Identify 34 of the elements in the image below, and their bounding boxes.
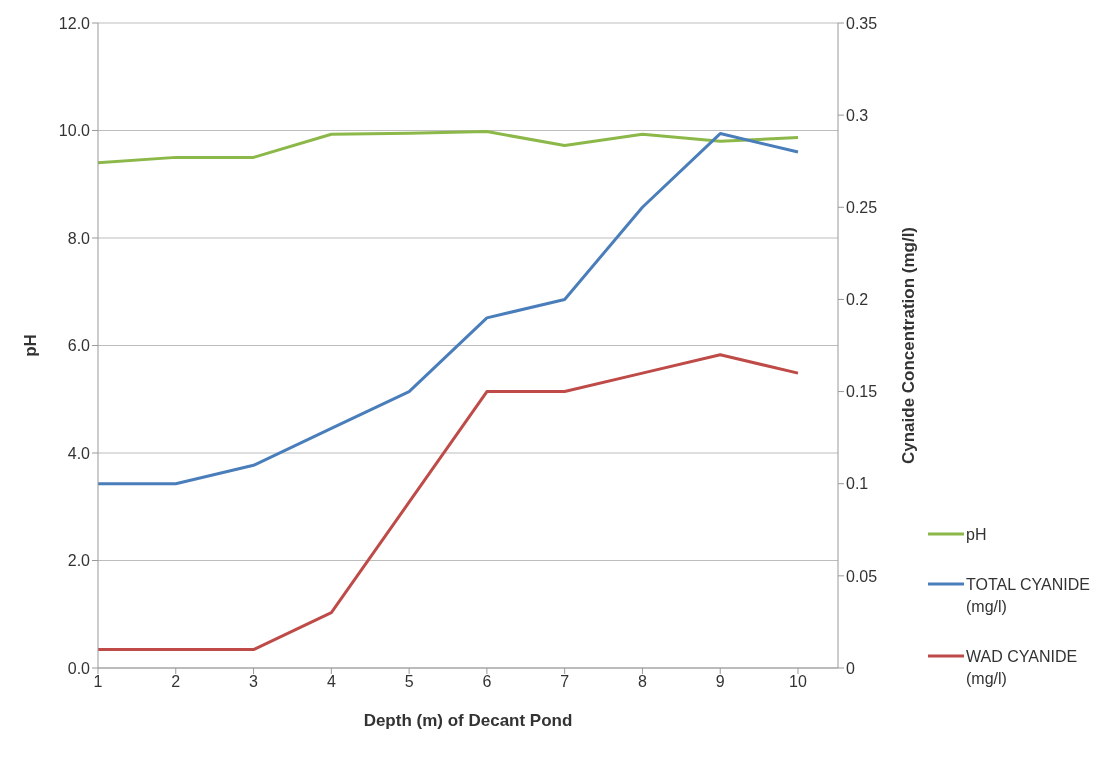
x-tick-label: 2	[171, 673, 181, 691]
y2-tick-label: 0.25	[846, 198, 878, 216]
x-tick-label: 10	[789, 673, 807, 691]
y-tick-label: 10.0	[58, 122, 91, 140]
y2-tick-label: 0.05	[846, 567, 878, 585]
y2-tick-label: 0.2	[846, 291, 869, 309]
y-tick-label: 0.0	[67, 659, 91, 677]
y-tick-label: 12.0	[58, 14, 91, 32]
x-tick-label: 6	[482, 673, 492, 691]
y2-tick-label: 0.35	[846, 14, 878, 32]
x-tick-label: 1	[93, 673, 103, 691]
y2-tick-label: 0	[846, 659, 855, 677]
x-tick-label: 3	[249, 673, 259, 691]
x-tick-label: 5	[404, 673, 414, 691]
y-axis-title: pH	[21, 334, 41, 357]
x-tick-label: 8	[637, 673, 647, 691]
y2-axis-title: Cynaide Concentration (mg/l)	[899, 226, 919, 465]
y-tick-label: 8.0	[67, 229, 91, 247]
line-series	[96, 353, 800, 652]
legend-label: TOTAL CYANIDE (mg/l)	[966, 575, 1091, 617]
y-tick-label: 6.0	[67, 337, 91, 355]
y-tick-label: 4.0	[67, 444, 91, 462]
y2-tick-label: 0.1	[846, 475, 869, 493]
y2-tick-label: 0.15	[846, 383, 878, 401]
y2-tick-label: 0.3	[846, 106, 869, 124]
line-series	[96, 130, 800, 165]
x-axis-title: Depth (m) of Decant Pond	[363, 711, 573, 730]
x-tick-label: 7	[560, 673, 570, 691]
x-tick-label: 9	[715, 673, 725, 691]
legend-label: pH	[966, 525, 987, 545]
line-series	[96, 132, 800, 486]
x-tick-label: 4	[326, 673, 336, 691]
y-tick-label: 2.0	[67, 552, 91, 570]
legend-label: WAD CYANIDE (mg/l)	[966, 647, 1079, 689]
